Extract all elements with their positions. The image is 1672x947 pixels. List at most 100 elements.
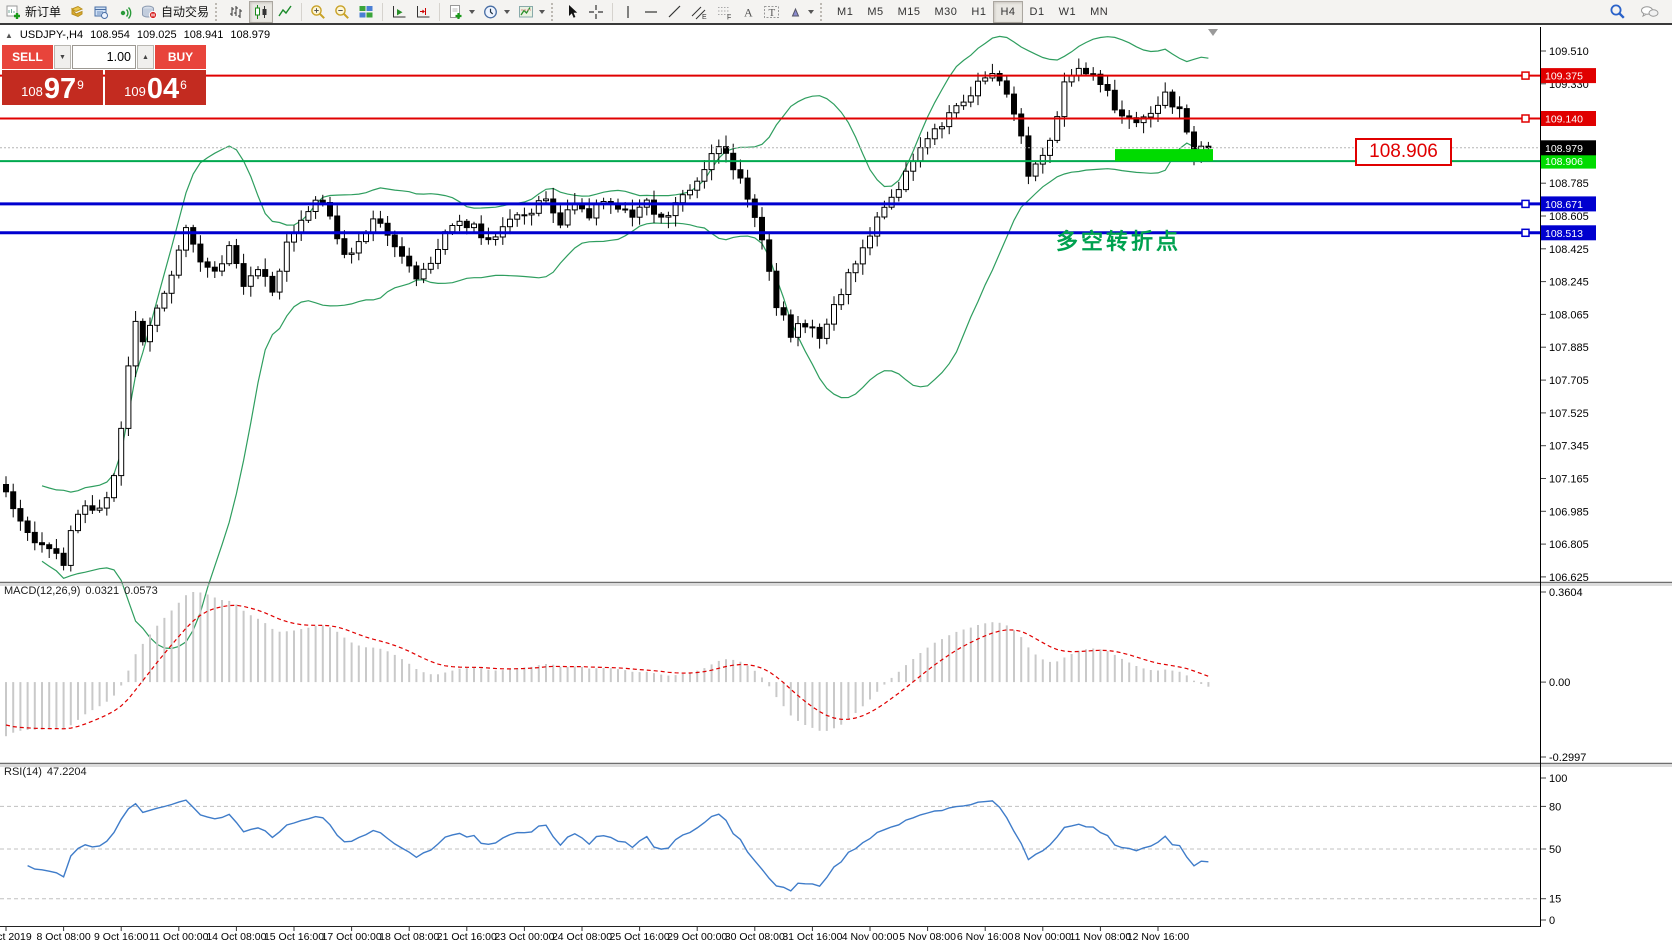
bar-chart-button[interactable] [225,1,249,23]
turning-point-annotation[interactable]: 多空转折点 [1056,229,1182,254]
rsi-indicator-label: RSI(14) 47.2204 [4,766,87,778]
svg-text:23 Oct 00:00: 23 Oct 00:00 [494,931,554,943]
chart-shift-button[interactable] [411,1,435,23]
timeframe-h1-button[interactable]: H1 [971,5,987,18]
autotrading-button[interactable]: 自动交易 [137,1,213,23]
new-order-button[interactable]: 新订单 [2,1,65,23]
autotrading-icon [141,4,158,20]
indicators-button[interactable] [444,1,479,23]
line-handle[interactable] [1521,71,1530,80]
auto-scroll-button[interactable] [387,1,411,23]
symbol-title: USDJPY-,H4 [19,29,84,41]
vertical-line-icon [621,4,635,20]
channel-icon: E [691,4,708,20]
svg-text:108.245: 108.245 [1549,277,1589,289]
line-handle[interactable] [1521,114,1530,123]
price-badge-108.513: 108.513 [1541,225,1596,241]
svg-text:-0.2997: -0.2997 [1549,752,1586,764]
zoom-out-icon [334,4,350,20]
toolbar-separator [439,2,441,21]
highlight-zone[interactable] [1115,149,1213,162]
templates-button[interactable] [514,1,549,23]
text-label-button[interactable]: T [759,1,784,23]
svg-text:108.513: 108.513 [1545,228,1583,240]
svg-text:107.525: 107.525 [1549,408,1589,420]
sell-button[interactable]: SELL [2,45,53,69]
text-button[interactable]: A [737,1,759,23]
arrows-button[interactable] [784,1,818,23]
timeframe-mn-button[interactable]: MN [1090,5,1109,18]
svg-text:107.885: 107.885 [1549,342,1589,354]
bollinger-bands [41,35,1209,650]
horizontal-line-icon [643,4,659,20]
timeframe-m15-button[interactable]: M15 [897,5,921,18]
timeframe-m1-button[interactable]: M1 [837,5,854,18]
svg-text:107.345: 107.345 [1549,441,1589,453]
trendline-button[interactable] [663,1,687,23]
toolbar-separator [612,2,614,21]
candlestick-series [3,58,1212,572]
line-chart-icon [277,4,293,20]
timeframe-m30-button[interactable]: M30 [934,5,958,18]
toolbar-grip [551,2,557,21]
navigator-button[interactable] [89,1,113,23]
fibonacci-button[interactable]: F [712,1,737,23]
line-handle[interactable] [1521,228,1530,238]
crosshair-button[interactable] [584,1,608,23]
price-badge-109.375: 109.375 [1541,68,1596,84]
svg-text:0.3604: 0.3604 [1549,587,1583,599]
open-value: 108.954 [90,29,130,41]
volume-input[interactable] [72,45,136,69]
chevron-down-icon [504,9,511,14]
svg-text:107.165: 107.165 [1549,474,1589,486]
svg-text:15: 15 [1549,894,1561,906]
timeframe-w1-button[interactable]: W1 [1058,5,1077,18]
svg-text:108.425: 108.425 [1549,244,1589,256]
chart-shift-marker[interactable] [1208,29,1218,36]
chat-button[interactable] [1636,1,1664,23]
candlestick-chart-button[interactable] [249,0,274,23]
new-order-icon [6,4,22,20]
line-chart-button[interactable] [273,1,297,23]
collapse-panel-icon[interactable]: ▲ [5,30,13,40]
zoom-out-button[interactable] [330,1,354,23]
cursor-button[interactable] [561,1,584,23]
buy-price-big: 04 [146,73,180,105]
toolbar-separator [301,2,303,21]
svg-text:4 Nov 00:00: 4 Nov 00:00 [842,931,899,943]
chart-ohlc-header: ▲ USDJPY-,H4 108.954 109.025 108.941 108… [5,29,270,41]
vertical-line-button[interactable] [617,1,639,23]
signals-button[interactable] [113,1,137,23]
volume-increase-button[interactable]: ▲ [137,45,154,69]
line-handle[interactable] [1521,199,1530,209]
chart-shift-icon [415,4,431,20]
timeframe-m5-button[interactable]: M5 [867,5,884,18]
candlestick-icon [253,4,269,20]
timeframe-d1-button[interactable]: D1 [1029,5,1045,18]
sell-price-button[interactable]: 108 97 9 [2,70,103,105]
buy-price-button[interactable]: 109 04 6 [105,70,206,105]
macd-main-value: 0.0321 [85,585,120,597]
price-annotation-box[interactable]: 108.906 [1355,138,1452,166]
text-icon: A [741,4,755,20]
search-button[interactable] [1605,1,1630,23]
zoom-in-icon [310,4,326,20]
zoom-in-button[interactable] [306,1,330,23]
timeframe-h4-button[interactable]: H4 [993,0,1023,23]
equidistant-channel-button[interactable]: E [687,1,712,23]
chevron-down-icon [469,9,476,14]
tile-windows-button[interactable] [354,1,378,23]
volume-decrease-button[interactable]: ▼ [54,45,71,69]
toolbar-separator [382,2,384,21]
svg-text:6 Nov 16:00: 6 Nov 16:00 [957,931,1014,943]
svg-text:80: 80 [1549,801,1561,813]
periods-button[interactable] [479,1,514,23]
horizontal-line-button[interactable] [639,1,663,23]
buy-button[interactable]: BUY [155,45,206,69]
price-badge-108.979: 108.979 [1541,140,1596,156]
svg-text:9 Oct 16:00: 9 Oct 16:00 [94,931,148,943]
svg-text:7 Oct 2019: 7 Oct 2019 [0,931,32,943]
arrow-objects-icon [788,4,803,20]
market-watch-button[interactable] [65,1,89,23]
